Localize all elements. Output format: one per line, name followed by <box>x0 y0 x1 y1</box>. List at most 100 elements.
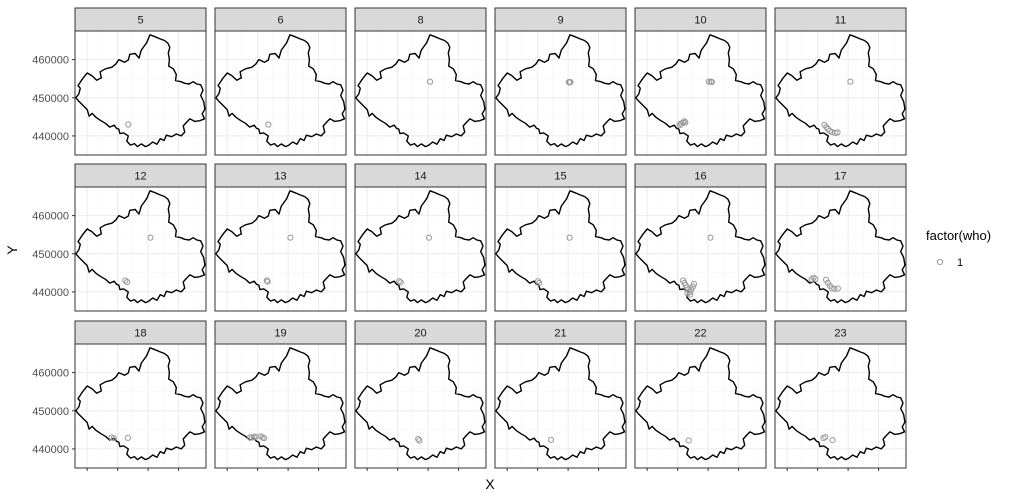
facet-strip-label: 18 <box>134 328 146 340</box>
boundary-outline <box>635 347 766 461</box>
y-tick-label: 460000 <box>32 55 69 67</box>
facet-panel-16: 16 <box>634 163 767 312</box>
facet-strip-label: 16 <box>694 171 706 183</box>
y-axis: 440000 450000 460000 440000 450000 460000 4400… <box>32 55 75 456</box>
data-point <box>682 119 689 126</box>
data-point <box>705 78 713 85</box>
boundary-outline <box>635 34 766 148</box>
legend-entry-label: 1 <box>957 257 963 269</box>
data-point <box>834 285 841 292</box>
facet-strip-label: 10 <box>694 15 706 27</box>
data-point <box>828 285 835 292</box>
y-tick-label: 450000 <box>32 406 69 418</box>
facet-panel-17: 17 <box>774 163 907 312</box>
gridlines <box>75 31 206 155</box>
data-point <box>147 234 154 241</box>
y-tick-label: 450000 <box>32 249 69 261</box>
data-point <box>707 234 714 241</box>
panel-border <box>214 343 347 469</box>
data-point <box>415 435 422 443</box>
facet-panel-18: 18 <box>74 320 207 469</box>
facet-panel-8: 8 <box>354 7 487 156</box>
data-point <box>425 234 432 241</box>
data-point <box>822 276 830 283</box>
y-axis-title: Y <box>4 245 20 255</box>
facet-panel-5: 5 <box>74 7 207 156</box>
data-point <box>829 437 836 444</box>
data-point <box>831 285 838 292</box>
data-point <box>566 234 573 241</box>
legend-title: factor(who) <box>926 228 991 243</box>
facet-panel-23: 23 <box>774 320 907 469</box>
data-point <box>685 437 692 444</box>
panel-border <box>774 186 907 312</box>
data-point <box>265 121 272 128</box>
facet-panel-11: 11 <box>774 7 907 156</box>
boundary-outline <box>215 190 346 304</box>
facet-strip-label: 9 <box>557 15 563 27</box>
facet-strip-label: 15 <box>554 171 566 183</box>
y-tick-label: 440000 <box>32 131 69 143</box>
boundary-outline <box>635 190 766 304</box>
data-point <box>536 280 543 287</box>
boundary-outline <box>215 347 346 461</box>
x-axis-title: X <box>485 476 495 492</box>
boundary-outline <box>775 347 906 461</box>
data-point <box>287 234 294 241</box>
gridlines <box>355 344 486 468</box>
panel-border <box>494 343 627 469</box>
panel-border <box>354 30 487 156</box>
facet-strip-label: 12 <box>134 171 146 183</box>
gridlines <box>215 344 346 468</box>
gridlines <box>215 31 346 155</box>
boundary-outline <box>215 34 346 148</box>
gridlines <box>355 187 486 311</box>
boundary-outline <box>355 190 486 304</box>
boundary-outline <box>75 347 206 461</box>
panel-border <box>494 186 627 312</box>
facet-panel-20: 20 <box>354 320 487 469</box>
data-point <box>547 436 555 443</box>
boundary-outline <box>355 347 486 461</box>
facet-strip-label: 22 <box>694 328 706 340</box>
panel-border <box>214 30 347 156</box>
y-tick-label: 460000 <box>32 368 69 380</box>
gridlines <box>775 31 906 155</box>
panel-border <box>74 30 207 156</box>
panel-border <box>354 186 487 312</box>
facet-panels: 5 6 8 9 10 11 12 13 14 15 16 17 18 19 20 21 22 23 <box>74 7 907 469</box>
boundary-outline <box>495 190 626 304</box>
facet-panel-21: 21 <box>494 320 627 469</box>
facet-strip-label: 13 <box>274 171 286 183</box>
data-point <box>264 278 271 285</box>
facet-panel-10: 10 <box>634 7 767 156</box>
gridlines <box>775 344 906 468</box>
panel-border <box>634 343 767 469</box>
data-point <box>678 120 685 127</box>
facet-panel-22: 22 <box>634 320 767 469</box>
data-point <box>822 434 829 441</box>
data-point <box>832 129 839 136</box>
data-point <box>124 278 131 286</box>
legend-key-marker <box>936 258 944 266</box>
panel-border <box>354 343 487 469</box>
data-point <box>110 435 117 442</box>
panel-border <box>774 343 907 469</box>
panel-border <box>214 186 347 312</box>
gridlines <box>495 31 626 155</box>
data-point <box>261 435 268 442</box>
gridlines <box>495 344 626 468</box>
y-tick-label: 440000 <box>32 444 69 456</box>
data-point <box>426 78 434 85</box>
boundary-outline <box>75 190 206 304</box>
data-point <box>687 291 694 298</box>
gridlines <box>215 187 346 311</box>
data-point <box>834 129 841 136</box>
legend: factor(who) 1 <box>926 228 991 269</box>
boundary-outline <box>75 34 206 148</box>
gridlines <box>495 187 626 311</box>
panel-border <box>74 343 207 469</box>
gridlines <box>635 31 766 155</box>
facet-panel-6: 6 <box>214 7 347 156</box>
